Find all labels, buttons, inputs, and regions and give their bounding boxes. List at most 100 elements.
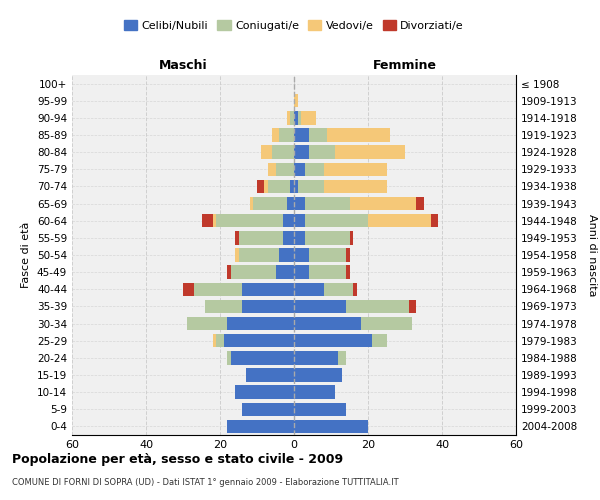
Bar (409, 300, 416, 313)
Bar (212, 334, 217, 347)
Bar (294, 214, 305, 228)
Bar (227, 351, 231, 364)
Bar (294, 248, 309, 262)
Bar (309, 248, 346, 262)
Bar (287, 197, 294, 210)
Bar (335, 146, 405, 159)
Bar (294, 180, 298, 193)
Bar (279, 248, 294, 262)
Bar (294, 368, 342, 382)
Bar (257, 180, 265, 193)
Bar (346, 266, 349, 279)
Bar (231, 266, 275, 279)
Bar (235, 231, 239, 244)
Bar (216, 334, 224, 347)
Bar (227, 266, 231, 279)
Bar (242, 402, 294, 416)
Bar (227, 420, 294, 433)
Bar (305, 231, 349, 244)
Bar (309, 146, 335, 159)
Bar (294, 351, 338, 364)
Bar (298, 180, 323, 193)
Bar (294, 420, 368, 433)
Bar (346, 300, 409, 313)
Bar (349, 197, 416, 210)
Bar (253, 197, 287, 210)
Bar (260, 146, 272, 159)
Bar (323, 282, 353, 296)
Bar (187, 317, 227, 330)
Bar (194, 282, 242, 296)
Bar (275, 266, 294, 279)
Bar (431, 214, 438, 228)
Bar (287, 111, 290, 124)
Bar (239, 248, 279, 262)
Bar (298, 111, 301, 124)
Bar (294, 231, 305, 244)
Bar (294, 111, 298, 124)
Bar (212, 214, 217, 228)
Bar (216, 214, 283, 228)
Bar (283, 214, 294, 228)
Bar (183, 282, 194, 296)
Bar (275, 162, 294, 176)
Bar (265, 180, 268, 193)
Bar (290, 180, 294, 193)
Bar (242, 300, 294, 313)
Text: Popolazione per età, sesso e stato civile - 2009: Popolazione per età, sesso e stato civil… (12, 452, 343, 466)
Bar (305, 162, 323, 176)
Bar (323, 162, 386, 176)
Bar (272, 146, 294, 159)
Bar (294, 334, 372, 347)
Bar (250, 197, 253, 210)
Bar (361, 317, 412, 330)
Bar (205, 300, 242, 313)
Bar (294, 197, 305, 210)
Bar (294, 146, 309, 159)
Bar (309, 266, 346, 279)
Bar (246, 368, 294, 382)
Bar (368, 214, 431, 228)
Bar (294, 317, 361, 330)
Text: Maschi: Maschi (158, 60, 208, 72)
Bar (305, 197, 349, 210)
Bar (268, 162, 275, 176)
Bar (268, 180, 290, 193)
Bar (294, 300, 346, 313)
Bar (294, 162, 305, 176)
Bar (416, 197, 424, 210)
Y-axis label: Anni di nascita: Anni di nascita (587, 214, 597, 296)
Bar (238, 231, 283, 244)
Bar (294, 128, 309, 141)
Bar (294, 94, 298, 108)
Bar (328, 128, 390, 141)
Bar (235, 386, 294, 399)
Bar (231, 351, 294, 364)
Y-axis label: Fasce di età: Fasce di età (22, 222, 31, 288)
Bar (353, 282, 357, 296)
Bar (305, 214, 368, 228)
Bar (294, 266, 309, 279)
Bar (272, 128, 279, 141)
Bar (242, 282, 294, 296)
Bar (294, 402, 346, 416)
Bar (227, 317, 294, 330)
Bar (301, 111, 316, 124)
Bar (346, 248, 349, 262)
Bar (202, 214, 212, 228)
Legend: Celibi/Nubili, Coniugati/e, Vedovi/e, Divorziati/e: Celibi/Nubili, Coniugati/e, Vedovi/e, Di… (119, 16, 469, 36)
Bar (323, 180, 386, 193)
Bar (290, 111, 294, 124)
Bar (349, 231, 353, 244)
Bar (372, 334, 386, 347)
Text: Femmine: Femmine (373, 60, 437, 72)
Bar (224, 334, 294, 347)
Bar (235, 248, 239, 262)
Text: COMUNE DI FORNI DI SOPRA (UD) - Dati ISTAT 1° gennaio 2009 - Elaborazione TUTTIT: COMUNE DI FORNI DI SOPRA (UD) - Dati IST… (12, 478, 398, 487)
Bar (338, 351, 346, 364)
Bar (294, 386, 335, 399)
Bar (279, 128, 294, 141)
Bar (309, 128, 328, 141)
Bar (294, 282, 323, 296)
Bar (283, 231, 294, 244)
